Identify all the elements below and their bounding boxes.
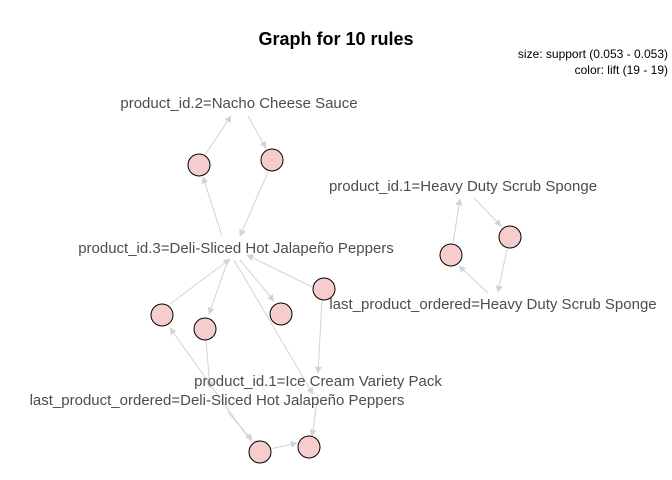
item-label-icecream[interactable]: product_id.1=Ice Cream Variety Pack bbox=[194, 373, 442, 390]
item-labels: product_id.2=Nacho Cheese Sauce product_… bbox=[30, 95, 657, 409]
edge-icecream-to-rule7 bbox=[309, 394, 319, 437]
item-label-last-sponge[interactable]: last_product_ordered=Heavy Duty Scrub Sp… bbox=[329, 296, 656, 313]
edge-jalapeno-to-rule7 bbox=[233, 259, 314, 395]
legend-color: color: lift (19 - 19) bbox=[575, 63, 668, 77]
rule-node[interactable] bbox=[498, 225, 522, 249]
rule-node[interactable] bbox=[439, 243, 463, 267]
rule-nodes bbox=[150, 148, 522, 464]
edge-sponge-rule1-to-sponge bbox=[452, 198, 463, 244]
edge-rule3-to-jalapeno bbox=[169, 258, 231, 305]
edge-rule1-from-jalapeno bbox=[201, 176, 223, 237]
rule-node[interactable] bbox=[187, 153, 211, 177]
edge-rule1-to-nacho bbox=[204, 115, 232, 156]
edge-last-jalapeno-to-rule8 bbox=[227, 411, 253, 441]
edge-rule6-to-jalapeno bbox=[246, 254, 313, 288]
item-label-nacho[interactable]: product_id.2=Nacho Cheese Sauce bbox=[120, 95, 357, 112]
edge-nacho-to-rule2 bbox=[247, 115, 267, 149]
edge-last-sponge-to-sponge-rule1 bbox=[458, 265, 489, 294]
edge-sponge-rule2-to-last-sponge bbox=[495, 248, 508, 293]
legend-size: size: support (0.053 - 0.053) bbox=[518, 47, 668, 61]
item-label-sponge[interactable]: product_id.1=Heavy Duty Scrub Sponge bbox=[329, 178, 597, 195]
rule-node[interactable] bbox=[150, 303, 174, 327]
rule-node[interactable] bbox=[193, 317, 217, 341]
item-label-jalapeno[interactable]: product_id.3=Deli-Sliced Hot Jalapeño Pe… bbox=[78, 240, 394, 257]
rule-node[interactable] bbox=[312, 277, 336, 301]
edge-rule6-to-icecream bbox=[314, 299, 323, 374]
rule-node[interactable] bbox=[260, 148, 284, 172]
graph-title: Graph for 10 rules bbox=[258, 29, 413, 49]
edge-rule4-to-last-jalapeno bbox=[205, 339, 213, 389]
item-label-last-jalapeno[interactable]: last_product_ordered=Deli-Sliced Hot Jal… bbox=[30, 392, 405, 409]
edges bbox=[169, 115, 508, 450]
edge-jalapeno-to-rule5 bbox=[239, 259, 275, 302]
rule-node[interactable] bbox=[297, 435, 321, 459]
edge-rule2-to-jalapeno bbox=[239, 171, 269, 237]
rule-node[interactable] bbox=[248, 440, 272, 464]
edge-rule8-to-rule7 bbox=[269, 440, 298, 450]
edge-sponge-to-sponge-rule2 bbox=[473, 197, 502, 227]
edge-jalapeno-to-rule4 bbox=[207, 259, 229, 315]
rule-node[interactable] bbox=[269, 302, 293, 326]
